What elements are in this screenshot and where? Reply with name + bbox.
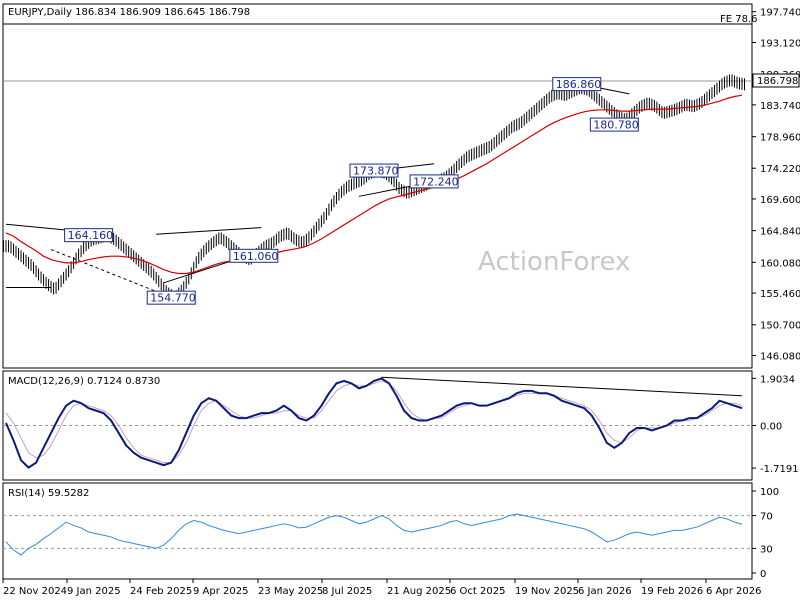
price-tick-label: 155.460 — [760, 289, 800, 300]
price-label-box — [409, 174, 459, 189]
x-tick-label: 6 Jan 2026 — [578, 586, 632, 597]
symbol-header: EURJPY,Daily 186.834 186.909 186.645 186… — [8, 7, 250, 18]
ma-line — [5, 94, 743, 275]
macd-tick-label: 0.00 — [760, 422, 782, 433]
price-labels: 164.160 154.770 161.060 173.870 172.240 186.8… — [64, 77, 639, 305]
price-label-text: 172.240 — [413, 175, 459, 188]
price-tick-label: 164.840 — [760, 227, 800, 238]
last-price-text: 186.798 — [757, 76, 798, 87]
last-price-tag — [752, 73, 800, 88]
price-label-box — [64, 228, 114, 243]
price-label-box — [589, 117, 639, 132]
x-axis: 22 Nov 2024 9 Jan 2025 24 Feb 2025 9 Apr 20… — [2, 579, 761, 597]
price-panel — [2, 3, 753, 369]
price-label-text: 164.160 — [68, 229, 114, 242]
price-label-box — [146, 290, 196, 305]
macd-signal-line — [5, 380, 743, 464]
x-tick-label: 21 Aug 2025 — [387, 586, 451, 597]
price-label-box — [552, 77, 602, 92]
price-tick-label: 178.960 — [760, 133, 800, 144]
rsi-line — [5, 513, 743, 556]
price-tick-label: 169.600 — [760, 195, 800, 206]
price-tick-label: 174.220 — [760, 164, 800, 175]
price-label-text: 154.770 — [150, 292, 196, 305]
price-tick-label: 150.700 — [760, 321, 800, 332]
fe-label: FE 78.6 — [720, 14, 758, 25]
macd-divergence-line — [381, 376, 743, 397]
price-label-box — [229, 248, 279, 263]
rsi-lines: 100 70 30 0 — [3, 487, 779, 580]
x-tick-label: 22 Nov 2024 — [3, 586, 67, 597]
price-tick-label: 160.080 — [760, 258, 800, 269]
price-label-text: 161.060 — [233, 250, 279, 263]
macd-title: MACD(12,26,9) 0.7124 0.8730 — [8, 376, 160, 387]
rsi-title: RSI(14) 59.5282 — [8, 488, 89, 499]
trendline-upper-2 — [156, 227, 262, 235]
macd-tick-label: 1.9034 — [760, 374, 795, 385]
x-tick-label: 8 Jul 2025 — [322, 586, 372, 597]
moving-average — [5, 94, 743, 275]
rsi-tick-label: 30 — [760, 544, 773, 555]
price-label-text: 173.870 — [353, 165, 399, 178]
price-label-box — [349, 163, 399, 178]
x-tick-label: 9 Jan 2025 — [67, 586, 121, 597]
rsi-tick-label: 100 — [760, 487, 779, 498]
price-bars — [2, 74, 746, 303]
macd-tick-label: -1.7191 — [760, 464, 799, 475]
price-label-text: 180.780 — [593, 119, 639, 132]
macd-main-line — [5, 377, 743, 469]
x-tick-label: 9 Apr 2025 — [193, 586, 248, 597]
x-tick-label: 19 Feb 2026 — [641, 586, 703, 597]
price-tick-label: 197.740 — [760, 8, 800, 19]
price-tick-label: 146.080 — [760, 351, 800, 362]
price-tick-label: 193.120 — [760, 38, 800, 49]
x-tick-label: 6 Apr 2026 — [706, 586, 761, 597]
price-tick-label: 183.740 — [760, 101, 800, 112]
macd-lines: 1.9034 0.00 -1.7191 — [3, 374, 799, 475]
x-tick-label: 6 Oct 2025 — [450, 586, 505, 597]
price-label-text: 186.860 — [556, 78, 602, 91]
x-tick-label: 24 Feb 2025 — [130, 586, 192, 597]
rsi-tick-label: 70 — [760, 512, 773, 523]
rsi-panel — [2, 482, 753, 580]
watermark: ActionForex — [478, 247, 630, 277]
x-tick-label: 19 Nov 2025 — [515, 586, 579, 597]
rsi-tick-label: 0 — [760, 569, 766, 580]
x-tick-label: 23 May 2025 — [258, 586, 323, 597]
